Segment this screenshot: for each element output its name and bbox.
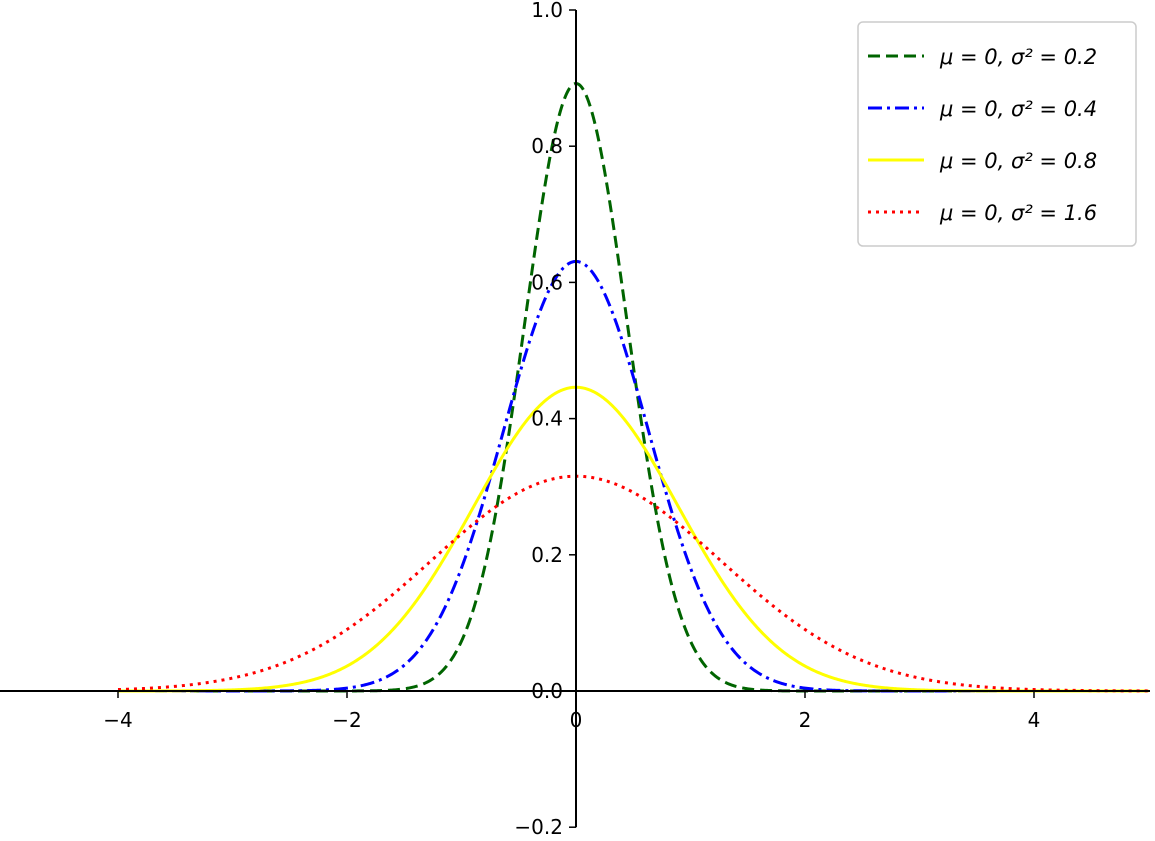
legend-box <box>857 21 1137 247</box>
y-tick-label: 0.6 <box>531 270 563 294</box>
y-tick-label: 0.8 <box>531 134 563 158</box>
x-tick-label: 4 <box>1028 708 1041 732</box>
y-tick-label: 0.4 <box>531 407 563 431</box>
y-tick-label: 1.0 <box>531 0 563 22</box>
y-tick-label: 0.0 <box>531 679 563 703</box>
legend-label-2: μ = 0, σ² = 0.8 <box>939 149 1097 173</box>
legend-label-1: μ = 0, σ² = 0.4 <box>939 97 1097 121</box>
series-line-1 <box>118 259 1149 693</box>
x-tick-label: −4 <box>103 708 132 732</box>
series-line-3 <box>117 474 1149 693</box>
legend: μ = 0, σ² = 0.2 μ = 0, σ² = 0.4 μ = 0, σ² … <box>857 21 1137 247</box>
y-tick-label: −0.2 <box>514 815 563 839</box>
legend-label-3: μ = 0, σ² = 1.6 <box>939 201 1097 225</box>
x-tick-label: 0 <box>570 708 583 732</box>
legend-label-0: μ = 0, σ² = 0.2 <box>939 45 1097 69</box>
y-tick-label: 0.2 <box>531 543 563 567</box>
x-tick-label: −2 <box>332 708 361 732</box>
series-line-2 <box>118 385 1149 693</box>
x-tick-label: 2 <box>799 708 812 732</box>
tick-labels: −4 −2 0 2 4 −0.2 0.0 0.2 0.4 0.6 0.8 1.0 <box>103 0 1040 839</box>
